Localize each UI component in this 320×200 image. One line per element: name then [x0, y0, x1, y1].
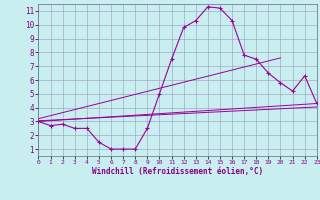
X-axis label: Windchill (Refroidissement éolien,°C): Windchill (Refroidissement éolien,°C) [92, 167, 263, 176]
